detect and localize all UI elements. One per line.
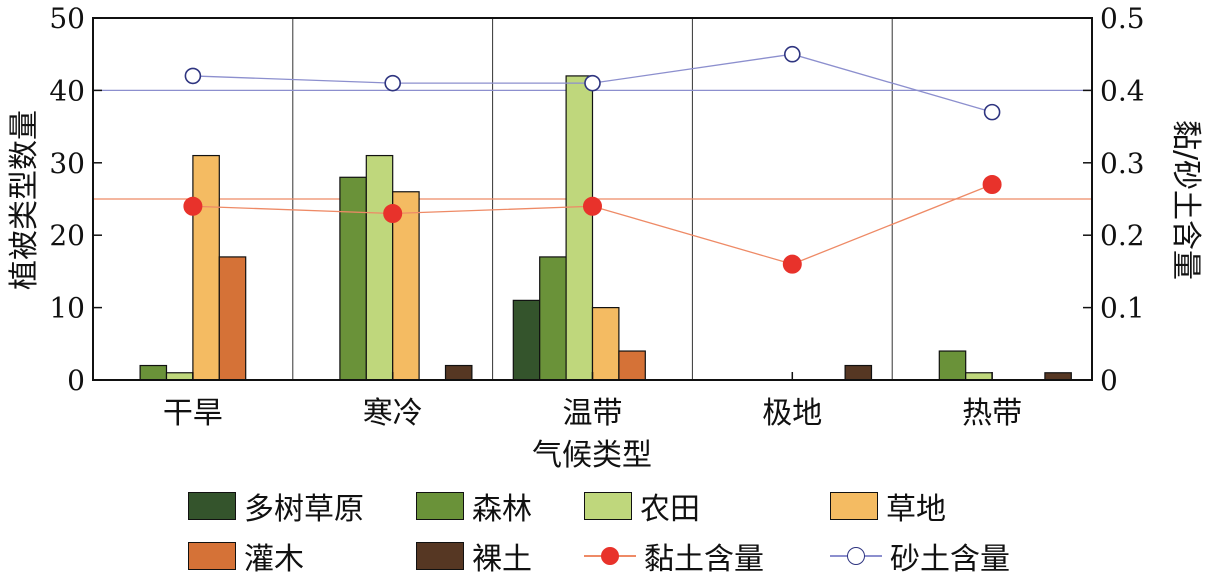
legend-item-cropland: 农田 xyxy=(584,486,700,527)
bar xyxy=(365,154,394,381)
line-series xyxy=(183,45,1002,274)
x-tick-label: 寒冷 xyxy=(363,396,423,431)
data-point xyxy=(584,74,601,92)
bar xyxy=(539,256,567,381)
legend-swatch-savanna xyxy=(188,492,236,520)
x-tick-label: 温带 xyxy=(563,396,623,431)
data-point xyxy=(583,196,602,216)
bar xyxy=(618,350,646,381)
legend-item-clay: 黏土含量 xyxy=(584,536,764,577)
y-tick-label-right: 0.3 xyxy=(1100,147,1145,180)
legend-swatch-grassland xyxy=(830,492,878,520)
x-tick-label: 极地 xyxy=(762,396,822,431)
y-tick-label-left: 20 xyxy=(49,219,85,252)
legend-item-forest: 森林 xyxy=(416,486,532,527)
axes: 0 10 20 30 40 50 0 0.1 0.2 0.3 0.4 0.5 干旱 寒冷 温带 极地 热带 xyxy=(49,2,1144,431)
y-tick-label-right: 0.4 xyxy=(1100,74,1145,107)
bar xyxy=(938,350,967,381)
y-tick-label-left: 10 xyxy=(49,292,85,325)
data-point xyxy=(384,74,402,92)
data-point xyxy=(383,203,403,223)
x-tick-label: 干旱 xyxy=(163,396,223,431)
y-axis-label-right: 黏/砂土含量 xyxy=(1168,120,1203,280)
y-tick-label-left: 40 xyxy=(49,74,85,107)
y-axis-label-left: 植被类型数量 xyxy=(7,110,42,290)
data-point xyxy=(983,103,1001,121)
bar xyxy=(218,256,247,381)
legend-label-shrub: 灌木 xyxy=(244,542,304,577)
y-tick-label-left: 0 xyxy=(67,364,85,397)
bar xyxy=(591,307,620,381)
y-tick-label-right: 0.5 xyxy=(1100,2,1145,35)
legend-item-sand: 砂土含量 xyxy=(830,536,1010,577)
data-point xyxy=(982,175,1002,195)
y-tick-label-left: 50 xyxy=(49,2,85,35)
legend-label-clay: 黏土含量 xyxy=(644,542,764,577)
bar xyxy=(844,364,873,381)
x-tick-label: 热带 xyxy=(962,396,1022,431)
legend-swatch-cropland xyxy=(584,492,632,520)
y-tick-label-right: 0.1 xyxy=(1100,292,1145,325)
bar xyxy=(165,372,194,381)
y-tick-label-right: 0 xyxy=(1100,364,1118,397)
legend: 多树草原 森林 农田 草地 灌木 裸土 黏土含量 砂土含量 xyxy=(188,484,1208,578)
y-tick-label-right: 0.2 xyxy=(1100,219,1145,252)
legend-marker-sand xyxy=(830,542,882,570)
data-point xyxy=(184,67,202,85)
bar xyxy=(192,154,220,381)
bar xyxy=(139,364,168,381)
bar xyxy=(512,299,541,381)
legend-item-shrub: 灌木 xyxy=(188,536,304,577)
bar xyxy=(444,364,473,381)
legend-label-forest: 森林 xyxy=(472,492,532,527)
legend-label-grassland: 草地 xyxy=(886,492,946,527)
legend-swatch-shrub xyxy=(188,542,236,570)
data-point xyxy=(782,254,802,274)
legend-swatch-bare-soil xyxy=(416,542,464,570)
bar xyxy=(339,176,367,381)
bars xyxy=(139,75,1072,381)
legend-swatch-forest xyxy=(416,492,464,520)
legend-item-grassland: 草地 xyxy=(830,486,946,527)
bar xyxy=(565,75,594,381)
bar xyxy=(1044,372,1072,381)
legend-item-bare-soil: 裸土 xyxy=(416,536,532,577)
legend-item-savanna: 多树草原 xyxy=(188,486,364,527)
legend-label-savanna: 多树草原 xyxy=(244,492,364,527)
legend-label-bare-soil: 裸土 xyxy=(472,542,532,577)
legend-label-cropland: 农田 xyxy=(640,492,700,527)
legend-marker-clay xyxy=(584,542,636,570)
data-point xyxy=(183,196,203,216)
data-point xyxy=(783,45,801,63)
legend-label-sand: 砂土含量 xyxy=(890,542,1010,577)
x-axis-label: 气候类型 xyxy=(532,438,652,473)
y-tick-label-left: 30 xyxy=(49,147,85,180)
bar xyxy=(965,372,993,381)
